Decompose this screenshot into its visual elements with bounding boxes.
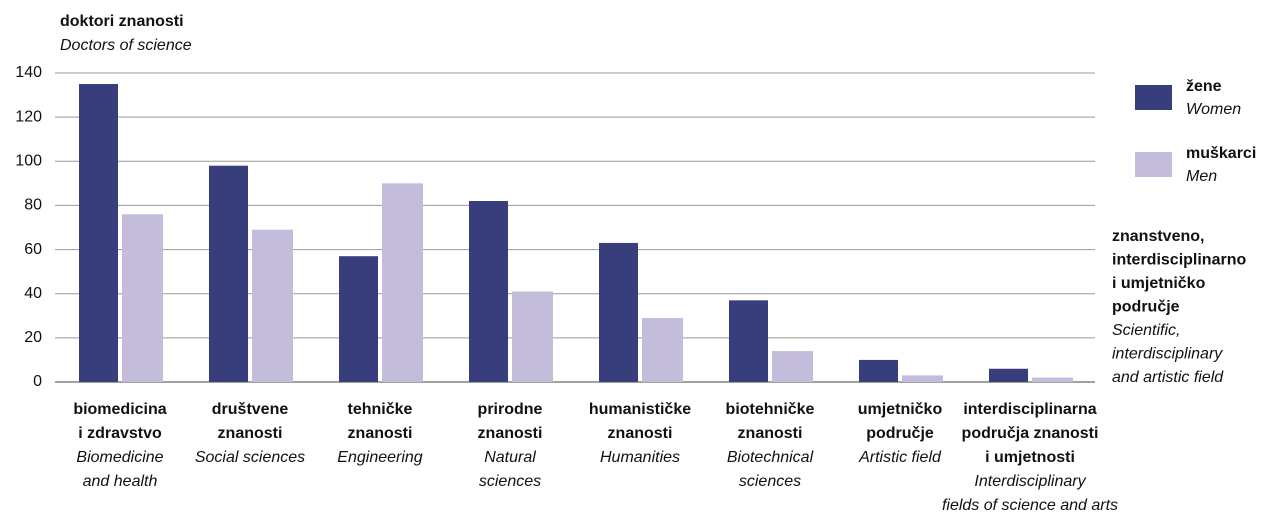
x-tick-label-en: Artistic field [858, 449, 942, 466]
x-axis-title: znanstveno, [1112, 228, 1204, 245]
x-axis-title: interdisciplinarno [1112, 252, 1246, 269]
bar [599, 242, 638, 382]
bar [382, 183, 423, 382]
x-tick-label-en: sciences [739, 473, 801, 490]
bar [122, 214, 163, 382]
x-tick-label: područja znanosti [962, 425, 1099, 442]
legend-swatch [1135, 85, 1172, 110]
y-axis-title: doktori znanosti [60, 13, 184, 30]
x-tick-label: znanosti [218, 425, 283, 442]
x-tick-label: prirodne [478, 401, 543, 418]
x-tick-label: znanosti [738, 425, 803, 442]
x-tick-label: i zdravstvo [78, 425, 162, 442]
bar [469, 201, 508, 382]
bar [772, 351, 813, 382]
bar [79, 84, 118, 383]
x-axis-title: područje [1112, 299, 1180, 316]
x-tick-label-en: Interdisciplinary [974, 473, 1086, 490]
y-tick-label: 60 [24, 241, 42, 258]
x-axis-title-en: and artistic field [1112, 369, 1224, 386]
x-tick-label-en: Biotechnical [727, 449, 814, 466]
x-tick-label-en: Natural [484, 449, 536, 466]
x-tick-label: područje [866, 425, 934, 442]
bar [729, 300, 768, 382]
x-tick-label-en: Biomedicine [76, 449, 163, 466]
x-tick-label-en: Humanities [600, 449, 680, 466]
x-tick-label-en: and health [83, 473, 158, 490]
x-tick-label: humanističke [589, 401, 691, 418]
bar [512, 291, 553, 382]
y-tick-label: 100 [15, 153, 42, 170]
bar [859, 359, 898, 382]
legend-label: muškarci [1186, 145, 1256, 162]
x-tick-label-en: fields of science and arts [942, 497, 1118, 513]
legend-label-en: Men [1186, 168, 1217, 185]
x-tick-label-en: Social sciences [195, 449, 305, 466]
bar [209, 165, 248, 382]
x-axis-title-en: Scientific, [1112, 322, 1180, 339]
y-tick-label: 40 [24, 285, 42, 302]
x-tick-label: društvene [212, 401, 289, 418]
bar [339, 256, 378, 382]
x-tick-label: znanosti [348, 425, 413, 442]
x-tick-label: znanosti [478, 425, 543, 442]
legend-label: žene [1186, 78, 1222, 95]
bar [252, 229, 293, 382]
x-tick-label: biotehničke [726, 401, 815, 418]
x-tick-label: interdisciplinarna [963, 401, 1096, 418]
x-tick-label: biomedicina [73, 401, 166, 418]
bar [642, 317, 683, 382]
x-tick-label: umjetničko [858, 401, 943, 418]
y-tick-label: 20 [24, 329, 42, 346]
legend-label-en: Women [1186, 101, 1241, 118]
y-tick-label: 120 [15, 108, 42, 125]
y-tick-label: 80 [24, 197, 42, 214]
bar [989, 368, 1028, 382]
bar [1032, 377, 1073, 382]
y-tick-label: 140 [15, 64, 42, 81]
x-tick-label: i umjetnosti [985, 449, 1075, 466]
x-tick-label-en: Engineering [337, 449, 423, 466]
bar [902, 375, 943, 382]
y-axis-title-en: Doctors of science [60, 37, 192, 54]
x-tick-label-en: sciences [479, 473, 541, 490]
x-tick-label: tehničke [348, 401, 413, 418]
x-tick-label: znanosti [608, 425, 673, 442]
x-axis-title-en: interdisciplinary [1112, 346, 1223, 363]
legend-swatch [1135, 152, 1172, 177]
y-tick-label: 0 [33, 373, 42, 390]
x-axis-title: i umjetničko [1112, 275, 1206, 292]
